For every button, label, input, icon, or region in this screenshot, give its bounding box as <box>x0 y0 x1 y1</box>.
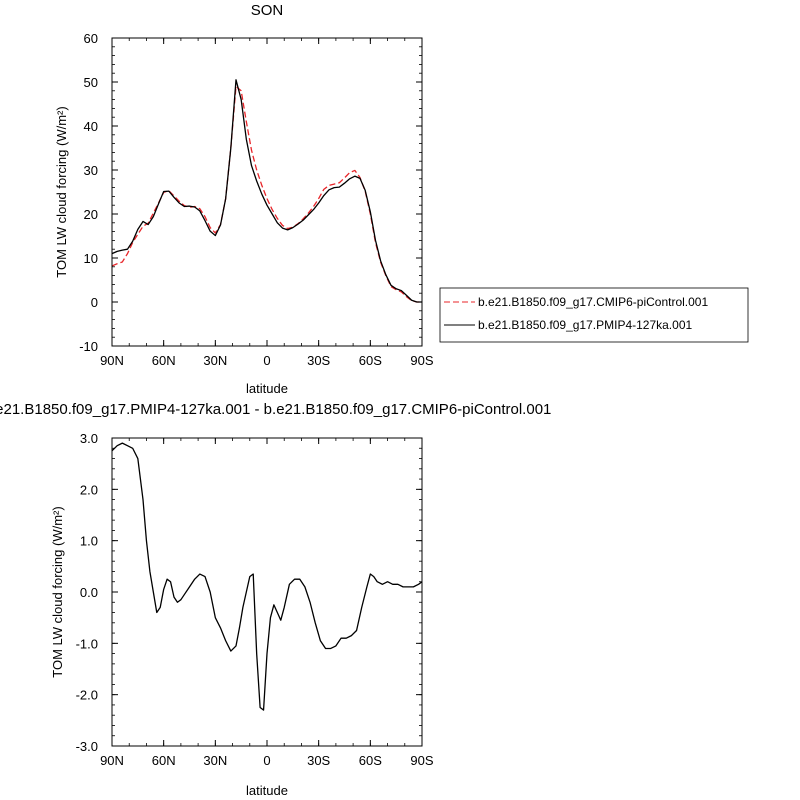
top-x-tick-label: 30N <box>203 353 227 368</box>
legend-label-127ka: b.e21.B1850.f09_g17.PMIP4-127ka.001 <box>478 318 692 332</box>
top-y-tick-label: 60 <box>84 31 98 46</box>
bottom-x-tick-label: 30N <box>203 753 227 768</box>
top-series-line-0 <box>111 85 422 303</box>
bottom-panel-title: b.e21.B1850.f09_g17.PMIP4-127ka.001 - b.… <box>0 401 551 418</box>
top-y-tick-label: 10 <box>84 251 98 266</box>
bottom-x-tick-label: 0 <box>263 753 270 768</box>
bottom-x-axis-title: latitude <box>246 783 288 798</box>
bottom-x-tick-label: 60N <box>152 753 176 768</box>
bottom-y-axis-title: TOM LW cloud forcing (W/m²) <box>50 506 65 677</box>
top-x-tick-label: 60S <box>359 353 382 368</box>
top-x-tick-label: 0 <box>263 353 270 368</box>
legend-box <box>439 287 749 343</box>
top-plot-frame <box>111 37 423 347</box>
bottom-x-tick-label: 90N <box>100 753 124 768</box>
bottom-series-line-0 <box>111 442 423 711</box>
bottom-x-tick-label: 30S <box>307 753 330 768</box>
top-y-tick-label: -10 <box>79 339 98 354</box>
top-x-tick-label: 30S <box>307 353 330 368</box>
bottom-plot-frame <box>111 437 423 747</box>
top-panel: SON 90N 60N 30N 0 30S 60S 90S6050403020100-10 … <box>54 2 434 396</box>
top-x-tick-label: 90N <box>100 353 124 368</box>
top-x-tick-label: 60N <box>152 353 176 368</box>
top-x-axis-title: latitude <box>246 381 288 396</box>
top-y-tick-label: 30 <box>84 163 98 178</box>
legend: b.e21.B1850.f09_g17.CMIP6-piControl.001 … <box>439 287 749 343</box>
top-y-tick-label: 0 <box>91 295 98 310</box>
bottom-y-tick-label: 1.0 <box>80 534 98 549</box>
top-y-tick-label: 20 <box>84 207 98 222</box>
top-y-tick-label: 40 <box>84 119 98 134</box>
top-y-tick-label: 50 <box>84 75 98 90</box>
top-x-tick-label: 90S <box>410 353 433 368</box>
bottom-x-tick-label: 60S <box>359 753 382 768</box>
bottom-y-tick-label: -3.0 <box>76 739 98 754</box>
top-series-line-1 <box>111 79 422 303</box>
bottom-y-tick-label: 3.0 <box>80 431 98 446</box>
legend-label-picontrol: b.e21.B1850.f09_g17.CMIP6-piControl.001 <box>478 295 708 309</box>
bottom-y-tick-label: 2.0 <box>80 482 98 497</box>
bottom-y-tick-label: -2.0 <box>76 688 98 703</box>
bottom-y-tick-label: 0.0 <box>80 585 98 600</box>
bottom-panel: b.e21.B1850.f09_g17.PMIP4-127ka.001 - b.… <box>0 401 551 798</box>
bottom-x-tick-label: 90S <box>410 753 433 768</box>
top-y-axis-title: TOM LW cloud forcing (W/m²) <box>54 106 69 277</box>
top-panel-title: SON <box>251 2 284 19</box>
bottom-y-tick-label: -1.0 <box>76 636 98 651</box>
